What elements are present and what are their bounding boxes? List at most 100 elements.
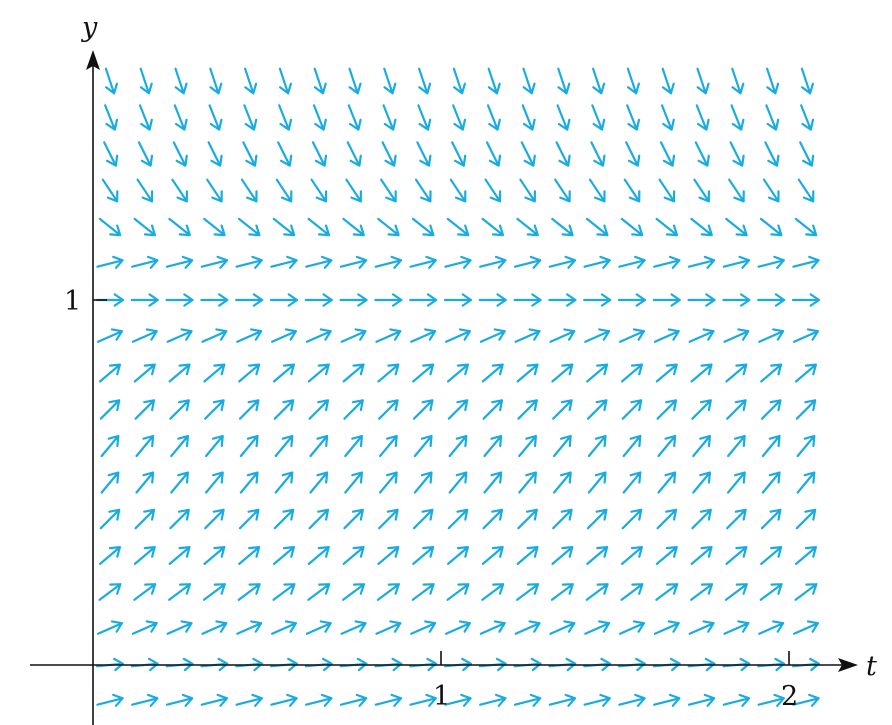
slope-arrow [519,436,536,456]
slope-arrow [592,105,604,129]
slope-arrow [280,69,291,94]
slope-arrow [450,473,467,493]
slope-arrow [307,621,331,633]
slope-arrow [411,621,435,633]
slope-arrow [454,69,465,94]
slope-arrow [414,510,432,528]
slope-arrow [654,695,679,706]
slope-arrow [210,69,221,94]
slope-arrow [794,621,818,633]
slope-arrow [554,436,571,456]
slope-arrow [796,365,816,382]
slope-arrow [275,400,293,418]
slope-arrow [728,436,745,456]
slope-arrow [418,105,430,129]
slope-arrow [274,584,295,600]
slope-arrow [105,105,117,129]
slope-arrow [410,294,436,305]
slope-arrow [588,400,606,418]
slope-arrow [517,584,538,600]
slope-arrow [237,329,261,341]
slope-arrow [585,329,609,341]
slope-arrow [349,105,361,129]
slope-arrow [519,473,536,493]
slope-arrow [204,219,224,235]
slope-arrow [132,695,157,706]
slope-arrow [135,219,155,235]
slope-arrow [793,257,818,268]
slope-arrow [480,695,505,706]
slope-arrow [341,294,367,305]
slope-arrow [205,547,225,564]
slope-arrow [344,510,362,528]
slope-arrow [132,294,158,305]
slope-arrow [306,294,332,305]
slope-arrow [516,621,540,633]
slope-arrow [350,69,361,94]
slope-arrow [727,365,747,382]
slope-arrow [481,329,505,341]
slope-arrow [517,219,537,235]
slope-arrow [587,219,607,235]
slope-arrow [480,257,505,268]
slope-arrow [619,257,644,268]
slope-arrow [241,473,258,493]
slope-arrow [415,436,432,456]
slope-arrow [481,621,505,633]
slope-arrow [383,142,396,165]
slope-arrow [346,180,361,202]
slope-arrow [413,547,433,564]
slope-arrow [759,257,784,268]
slope-arrow [168,621,192,633]
slope-arrow [240,400,258,418]
y-axis-label: y [81,12,98,43]
slope-arrow [588,510,606,528]
slope-arrow [622,547,642,564]
slope-arrow [725,329,749,341]
slope-arrow [518,365,538,382]
slope-arrow [657,365,677,382]
slope-arrow [97,257,122,268]
slope-arrow [555,180,570,202]
slope-arrow [553,510,571,528]
slope-arrow [344,547,364,564]
slope-arrow [692,400,710,418]
slope-arrow [625,180,640,202]
slope-arrow [694,180,709,202]
slope-arrow [549,294,575,305]
slope-arrow [627,105,639,129]
slope-arrow [137,473,154,493]
slope-arrow [104,142,117,165]
slope-arrow [169,219,189,235]
slope-arrow [797,400,815,418]
slope-arrow [485,436,502,456]
slope-arrow [689,257,714,268]
slope-arrow [103,180,118,202]
slope-arrow [414,400,432,418]
slope-arrow [411,329,435,341]
slope-arrow [800,142,813,165]
slope-arrow [762,400,780,418]
slope-arrow [793,294,819,305]
slope-arrow [585,621,609,633]
slope-arrow [415,473,432,493]
slope-arrow [243,142,256,165]
slope-arrow [171,473,188,493]
slope-arrow [449,400,467,418]
slope-arrow [206,473,223,493]
slope-arrow [448,365,468,382]
slope-arrow [801,105,813,129]
slope-arrow [515,294,541,305]
slope-arrow [242,180,257,202]
slope-arrow [204,584,225,600]
slope-arrow [237,257,262,268]
slope-arrow [655,621,679,633]
slope-arrow [620,621,644,633]
slope-arrow [344,400,362,418]
slope-arrow [758,294,784,305]
t-tick-label: 1 [433,681,450,712]
slope-arrow [524,69,535,94]
slope-arrow [693,436,710,456]
slope-arrow [275,510,293,528]
slope-arrow [659,436,676,456]
